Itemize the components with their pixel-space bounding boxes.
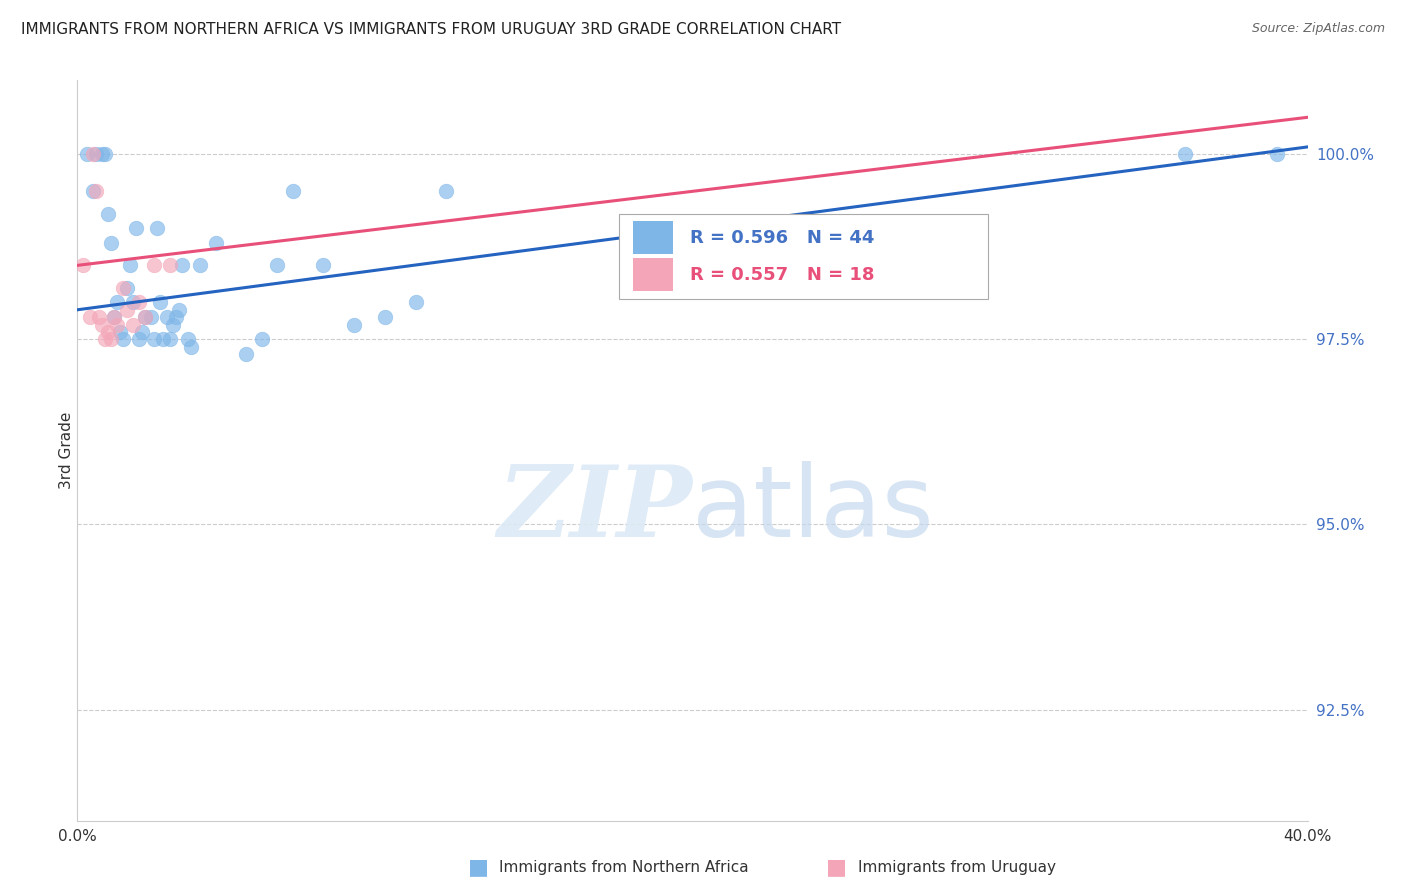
- Point: [76, 147, 98, 161]
- Text: IMMIGRANTS FROM NORTHERN AFRICA VS IMMIGRANTS FROM URUGUAY 3RD GRADE CORRELATION: IMMIGRANTS FROM NORTHERN AFRICA VS IMMIG…: [21, 22, 841, 37]
- Point: [149, 295, 172, 310]
- Point: [121, 318, 143, 332]
- Bar: [634, 221, 673, 254]
- Point: [110, 325, 132, 339]
- Point: [121, 295, 143, 310]
- Point: [170, 258, 193, 272]
- Point: [343, 318, 366, 332]
- Point: [250, 332, 273, 346]
- Point: [84, 147, 107, 161]
- Point: [1174, 147, 1197, 161]
- Text: Immigrants from Northern Africa: Immigrants from Northern Africa: [499, 860, 749, 874]
- Point: [100, 332, 122, 346]
- Point: [105, 318, 128, 332]
- Point: [94, 147, 117, 161]
- Point: [152, 332, 174, 346]
- Point: [87, 310, 110, 325]
- Point: [128, 332, 150, 346]
- Point: [155, 310, 177, 325]
- Point: [79, 310, 101, 325]
- Point: [436, 184, 458, 198]
- Y-axis label: 3rd Grade: 3rd Grade: [59, 412, 73, 489]
- Bar: [634, 258, 673, 292]
- Point: [204, 236, 226, 251]
- Point: [235, 347, 257, 361]
- Point: [103, 310, 125, 325]
- Point: [82, 147, 104, 161]
- Text: Source: ZipAtlas.com: Source: ZipAtlas.com: [1251, 22, 1385, 36]
- Point: [162, 318, 184, 332]
- Point: [1265, 147, 1288, 161]
- Point: [281, 184, 304, 198]
- Point: [100, 236, 122, 251]
- Point: [143, 258, 166, 272]
- Point: [374, 310, 396, 325]
- Point: [97, 325, 120, 339]
- Point: [134, 310, 156, 325]
- Point: [105, 295, 128, 310]
- Text: ZIP: ZIP: [498, 461, 693, 558]
- Point: [167, 302, 190, 317]
- Point: [115, 280, 138, 294]
- Point: [131, 325, 153, 339]
- Point: [190, 258, 212, 272]
- Text: ■: ■: [468, 857, 488, 877]
- Point: [146, 221, 169, 235]
- Point: [84, 184, 107, 198]
- Point: [90, 147, 114, 161]
- Point: [103, 310, 125, 325]
- Point: [115, 302, 138, 317]
- Point: [97, 206, 120, 220]
- Point: [143, 332, 166, 346]
- Point: [82, 184, 104, 198]
- Point: [112, 280, 135, 294]
- Point: [112, 332, 135, 346]
- Point: [72, 258, 94, 272]
- Point: [118, 258, 141, 272]
- Point: [159, 258, 181, 272]
- Point: [312, 258, 335, 272]
- Point: [141, 310, 163, 325]
- Point: [165, 310, 187, 325]
- Text: atlas: atlas: [693, 461, 934, 558]
- Text: R = 0.557   N = 18: R = 0.557 N = 18: [690, 266, 875, 284]
- Point: [177, 332, 200, 346]
- FancyBboxPatch shape: [619, 213, 988, 299]
- Point: [128, 295, 150, 310]
- Point: [134, 310, 156, 325]
- Point: [405, 295, 427, 310]
- Text: R = 0.596   N = 44: R = 0.596 N = 44: [690, 229, 875, 247]
- Point: [94, 332, 117, 346]
- Point: [180, 340, 202, 354]
- Point: [90, 318, 114, 332]
- Text: ■: ■: [827, 857, 846, 877]
- Point: [159, 332, 181, 346]
- Point: [266, 258, 288, 272]
- Point: [125, 221, 148, 235]
- Text: Immigrants from Uruguay: Immigrants from Uruguay: [858, 860, 1056, 874]
